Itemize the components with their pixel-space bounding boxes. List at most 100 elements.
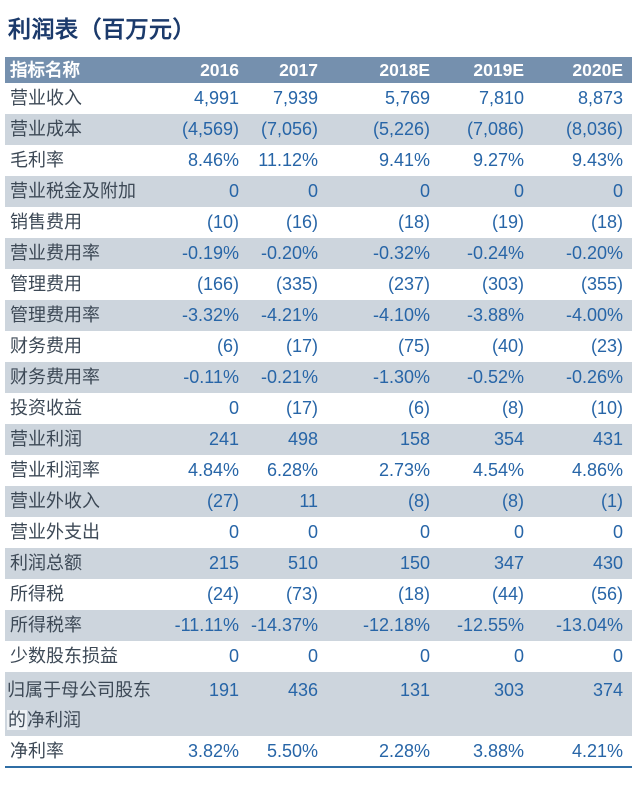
- row-label: 所得税: [10, 584, 64, 604]
- cell-value: (4,569): [181, 119, 239, 139]
- cell-value: (19): [491, 212, 524, 232]
- row-label: 投资收益: [10, 398, 82, 418]
- column-header-indicator-name: 指标名称: [5, 57, 168, 83]
- column-header-year: 2019E: [439, 57, 533, 83]
- row-label: 管理费用: [10, 274, 82, 294]
- cell-value: (166): [196, 274, 239, 294]
- cell-value: -3.88%: [466, 305, 524, 325]
- cell-value: -12.18%: [362, 615, 430, 635]
- cell-value: -0.20%: [260, 243, 318, 263]
- cell-value: (17): [285, 398, 318, 418]
- table-row: 营业收入 4,991 7,939 5,769 7,810 8,873: [5, 83, 632, 114]
- cell-value: 0: [612, 646, 623, 666]
- row-label: 管理费用率: [10, 305, 100, 325]
- cell-value: (40): [491, 336, 524, 356]
- cell-value: 0: [228, 646, 239, 666]
- cell-value: 7,810: [478, 88, 524, 108]
- table-row: 毛利率 8.46% 11.12% 9.41% 9.27% 9.43%: [5, 145, 632, 176]
- row-label: 毛利率: [10, 150, 64, 170]
- cell-value: (303): [481, 274, 524, 294]
- cell-value: 4.54%: [472, 460, 524, 480]
- cell-value: (237): [387, 274, 430, 294]
- cell-value: (6): [217, 336, 239, 356]
- cell-value: 8,873: [577, 88, 623, 108]
- cell-value: 4.84%: [187, 460, 239, 480]
- cell-value: (355): [580, 274, 623, 294]
- cell-value: 6.28%: [266, 460, 318, 480]
- cell-value: (7,086): [466, 119, 524, 139]
- table-row: 营业外支出 0 0 0 0 0: [5, 517, 632, 548]
- cell-value: (18): [397, 584, 430, 604]
- cell-value: 0: [307, 646, 318, 666]
- table-row: 所得税率 -11.11% -14.37% -12.18% -12.55% -13.04%: [5, 610, 632, 641]
- row-label: 少数股东损益: [10, 646, 118, 666]
- cell-value: -14.37%: [250, 615, 318, 635]
- cell-value: -0.24%: [466, 243, 524, 263]
- cell-value: (8): [408, 491, 430, 511]
- cell-value: 0: [228, 398, 239, 418]
- column-header-year: 2016: [168, 57, 248, 83]
- cell-value: (1): [601, 491, 623, 511]
- cell-value: 0: [513, 181, 524, 201]
- row-label: 营业收入: [10, 88, 82, 108]
- cell-value: -11.11%: [174, 615, 239, 635]
- row-label: 营业外支出: [10, 522, 100, 542]
- cell-value: -0.26%: [565, 367, 623, 387]
- cell-value: 9.41%: [378, 150, 430, 170]
- cell-value: 0: [612, 522, 623, 542]
- row-label: 所得税率: [10, 615, 82, 635]
- cell-value: 0: [513, 646, 524, 666]
- cell-value: 4,991: [193, 88, 239, 108]
- cell-value: 11: [299, 491, 318, 511]
- row-label: 营业费用率: [10, 243, 100, 263]
- cell-value: -0.19%: [181, 243, 239, 263]
- cell-value: 7,939: [272, 88, 318, 108]
- column-header-year: 2017: [248, 57, 327, 83]
- header-row: 指标名称 2016 2017 2018E 2019E 2020E: [5, 57, 632, 83]
- cell-value: (75): [397, 336, 430, 356]
- column-header-year: 2018E: [327, 57, 439, 83]
- cell-value: (8): [502, 398, 524, 418]
- row-label: 利润总额: [10, 553, 82, 573]
- cell-value: 0: [307, 522, 318, 542]
- table-row: 营业成本 (4,569) (7,056) (5,226) (7,086) (8,036): [5, 114, 632, 145]
- cell-value: -0.21%: [260, 367, 318, 387]
- cell-value: (7,056): [260, 119, 318, 139]
- row-label: 财务费用: [10, 336, 82, 356]
- cell-value: 9.43%: [571, 150, 623, 170]
- cell-value: 3.88%: [472, 740, 524, 761]
- cell-value: 0: [419, 646, 430, 666]
- cell-value: -3.32%: [181, 305, 239, 325]
- cell-value: 5,769: [384, 88, 430, 108]
- cell-value: -0.11%: [183, 367, 239, 387]
- table-row: 少数股东损益 0 0 0 0 0: [5, 641, 632, 672]
- cell-value: 354: [493, 429, 524, 449]
- cell-value: (44): [491, 584, 524, 604]
- cell-value: -13.04%: [555, 615, 623, 635]
- cell-value: 3.82%: [187, 740, 239, 761]
- table-row: 营业利润 241 498 158 354 431: [5, 424, 632, 455]
- table-row: 销售费用 (10) (16) (18) (19) (18): [5, 207, 632, 238]
- row-label: 归属于母公司股东 的净利润: [7, 680, 151, 730]
- table-row: 管理费用 (166) (335) (237) (303) (355): [5, 269, 632, 300]
- cell-value: -0.52%: [466, 367, 524, 387]
- cell-value: 347: [493, 553, 524, 573]
- table-row: 净利率 3.82% 5.50% 2.28% 3.88% 4.21%: [5, 736, 632, 767]
- cell-value: 4.21%: [571, 740, 623, 761]
- cell-value: 0: [612, 181, 623, 201]
- cell-value: 303: [493, 680, 524, 700]
- cell-value: -1.30%: [372, 367, 430, 387]
- cell-value: (8,036): [565, 119, 623, 139]
- table-row: 财务费用 (6) (17) (75) (40) (23): [5, 331, 632, 362]
- cell-value: 158: [399, 429, 430, 449]
- table-row: 投资收益 0 (17) (6) (8) (10): [5, 393, 632, 424]
- cell-value: (5,226): [372, 119, 430, 139]
- cell-value: 374: [592, 680, 623, 700]
- cell-value: (73): [285, 584, 318, 604]
- cell-value: -12.55%: [456, 615, 524, 635]
- cell-value: 430: [592, 553, 623, 573]
- table-row: 管理费用率 -3.32% -4.21% -4.10% -3.88% -4.00%: [5, 300, 632, 331]
- cell-value: (16): [285, 212, 318, 232]
- cell-value: 9.27%: [472, 150, 524, 170]
- row-label: 销售费用: [10, 212, 82, 232]
